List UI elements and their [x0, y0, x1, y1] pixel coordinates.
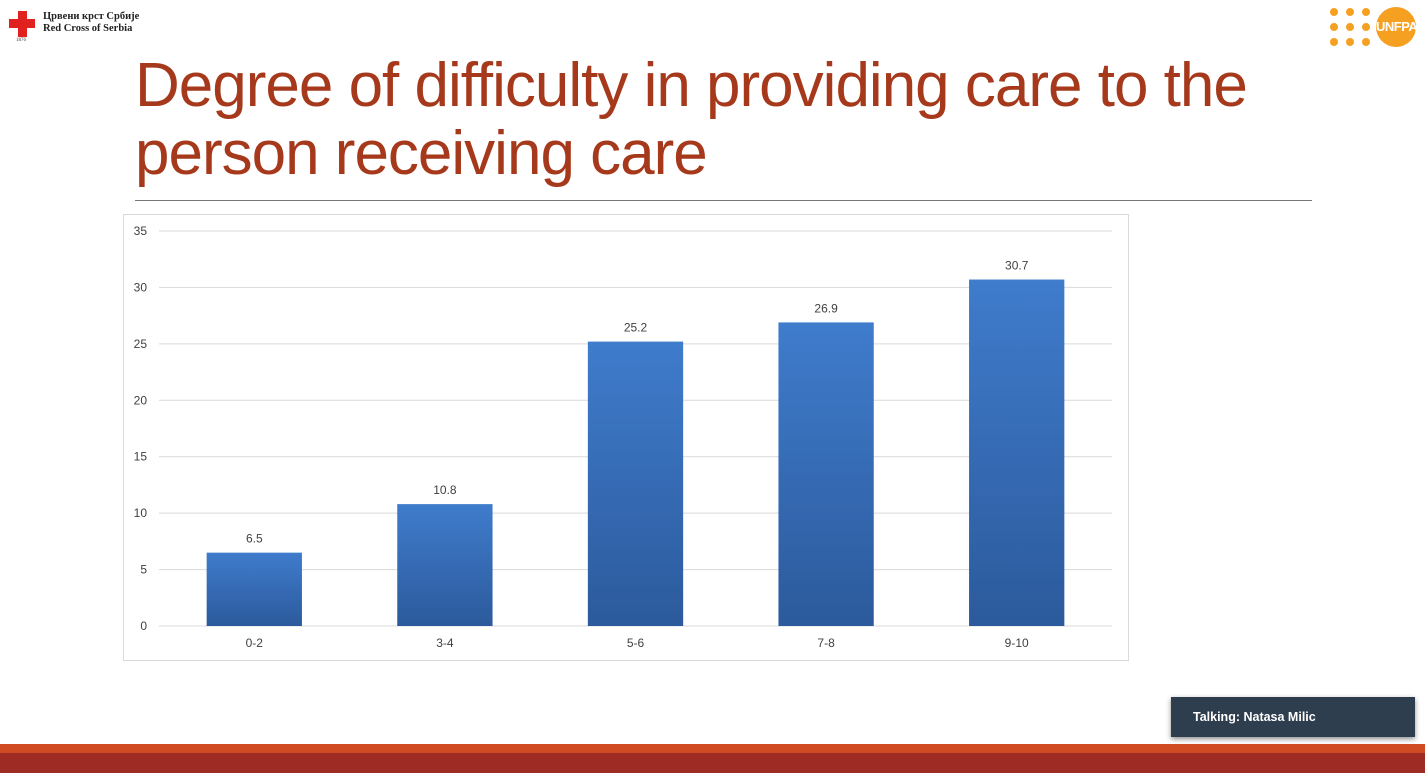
- y-tick-label: 5: [140, 563, 147, 577]
- logo-text-english: Red Cross of Serbia: [43, 23, 133, 34]
- logo-year: 1876: [16, 38, 26, 43]
- y-tick-label: 15: [134, 450, 148, 464]
- bar-5-6: [587, 341, 684, 626]
- slide-title: Degree of difficulty in providing care t…: [135, 51, 1248, 188]
- chart-bars: [206, 279, 1065, 626]
- logo-text: Црвени крст Србије Red Cross of Serbia: [43, 11, 139, 35]
- x-tick-label: 9-10: [1005, 636, 1029, 650]
- un-emblem-icon: [1376, 7, 1416, 47]
- y-axis-ticks: 0 5 10 15 20 25 30 35: [134, 224, 148, 633]
- x-tick-label: 7-8: [817, 636, 835, 650]
- y-tick-label: 10: [134, 506, 148, 520]
- bar-0-2: [206, 552, 302, 626]
- data-label: 6.5: [246, 532, 263, 546]
- unfpa-logo: UNFPA: [1328, 5, 1420, 49]
- footer-band-dark: [0, 753, 1425, 773]
- y-tick-label: 30: [134, 280, 148, 294]
- bar-9-10: [969, 279, 1065, 626]
- x-tick-label: 0-2: [246, 636, 264, 650]
- y-tick-label: 25: [134, 337, 148, 351]
- data-label: 26.9: [814, 301, 838, 315]
- bar-chart: 0 5 10 15 20 25 30 35 6.5 10.8 25.2 26.9 30.7 0-2 3-…: [123, 214, 1129, 661]
- red-cross-icon: [9, 11, 35, 37]
- bar-3-4: [397, 504, 493, 626]
- chart-svg: 0 5 10 15 20 25 30 35 6.5 10.8 25.2 26.9 30.7 0-2 3-…: [134, 224, 1112, 650]
- data-labels: 6.5 10.8 25.2 26.9 30.7: [246, 259, 1029, 546]
- talking-indicator: Talking: Natasa Milic: [1171, 697, 1415, 737]
- y-tick-label: 20: [134, 393, 148, 407]
- bar-7-8: [778, 322, 874, 626]
- y-tick-label: 0: [140, 619, 147, 633]
- red-cross-serbia-logo: 1876 Црвени крст Србије Red Cross of Ser…: [9, 9, 149, 45]
- x-tick-label: 3-4: [436, 636, 454, 650]
- data-label: 25.2: [624, 321, 648, 335]
- data-label: 10.8: [433, 483, 457, 497]
- y-tick-label: 35: [134, 224, 148, 238]
- data-label: 30.7: [1005, 259, 1029, 273]
- x-tick-label: 5-6: [627, 636, 645, 650]
- talking-label: Talking: Natasa Milic: [1193, 710, 1316, 724]
- title-divider: [135, 200, 1312, 201]
- logo-text-serbian: Црвени крст Србије: [43, 11, 140, 22]
- x-axis-ticks: 0-2 3-4 5-6 7-8 9-10: [246, 636, 1029, 650]
- unfpa-logo-text: UNFPA: [1376, 19, 1418, 34]
- footer-band-light: [0, 744, 1425, 753]
